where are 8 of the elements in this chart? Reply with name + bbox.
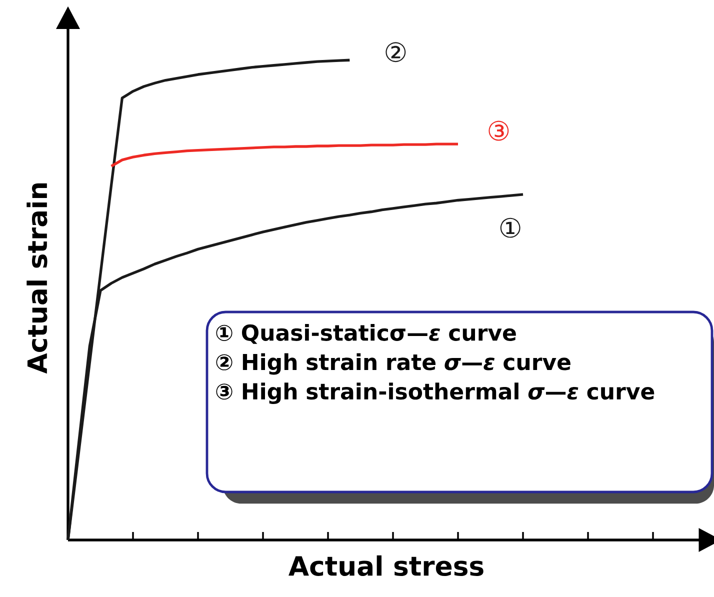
annotation: ① Quasi-staticσ—ε curve bbox=[216, 324, 516, 344]
series-label: ② bbox=[386, 42, 406, 62]
annotation: ③ High strain-isothermal σ—ε curve bbox=[216, 382, 654, 404]
annotation: ② High strain rate σ—ε curve bbox=[216, 353, 570, 375]
y-axis-title: Actual strain bbox=[26, 183, 48, 374]
series-label: ① bbox=[500, 218, 520, 238]
series-label: ③ bbox=[488, 120, 509, 141]
x-axis-title: Actual stress bbox=[288, 555, 484, 576]
